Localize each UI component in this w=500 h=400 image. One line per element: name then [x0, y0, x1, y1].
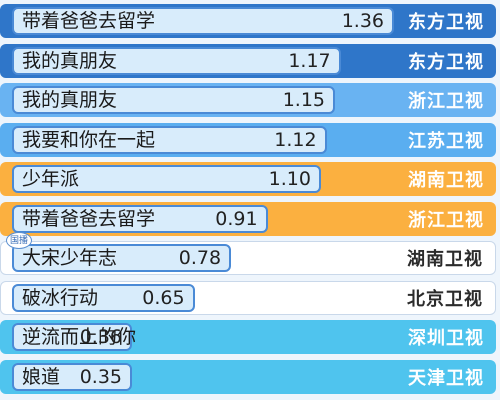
bar [12, 362, 132, 391]
value-label: 0.36 [79, 326, 122, 348]
category-label: 我的真朋友 [22, 89, 118, 111]
bar-row: 浙江卫视 带着爸爸去留学 0.91 [0, 201, 500, 236]
bar [12, 86, 335, 114]
bar-row: 江苏卫视 我要和你在一起 1.12 [0, 122, 500, 157]
bar-row: 湖南卫视 大宋少年志 0.78 [0, 241, 500, 275]
bar [12, 46, 341, 75]
category-label: 我要和你在一起 [22, 128, 156, 151]
bar [12, 165, 321, 193]
value-label: 0.35 [79, 365, 122, 388]
bar [12, 204, 268, 233]
category-label: 破冰行动 [22, 286, 99, 309]
value-label: 0.78 [178, 247, 222, 269]
value-label: 1.36 [341, 10, 384, 32]
premiere-badge: 国播 [6, 232, 32, 249]
bar [12, 323, 132, 351]
bar-row: 湖南卫视 少年派 1.10 [0, 162, 500, 196]
value-label: 0.91 [215, 207, 258, 230]
bar-row: 东方卫视 带着爸爸去留学 1.36 [0, 4, 500, 38]
value-label: 1.12 [274, 128, 317, 151]
value-label: 1.15 [282, 89, 325, 111]
category-label: 带着爸爸去留学 [22, 207, 156, 230]
category-label: 少年派 [22, 168, 80, 190]
value-label: 1.17 [288, 49, 331, 72]
category-label: 我的真朋友 [22, 49, 118, 72]
value-label: 1.10 [268, 168, 311, 190]
category-label: 带着爸爸去留学 [22, 10, 156, 32]
bar [12, 283, 195, 312]
category-label: 逆流而上的你 [22, 326, 137, 348]
bar-row: 北京卫视 破冰行动 0.65 [0, 280, 500, 315]
bar-row: 东方卫视 我的真朋友 1.17 [0, 43, 500, 78]
bar-row: 浙江卫视 我的真朋友 1.15 [0, 83, 500, 117]
bar-row: 天津卫视 娘道 0.35 [0, 359, 500, 394]
bar-row: 深圳卫视 逆流而上的你 0.36 [0, 320, 500, 354]
bar [12, 7, 394, 35]
value-label: 0.65 [142, 286, 185, 309]
category-label: 大宋少年志 [22, 247, 118, 269]
category-label: 娘道 [22, 365, 61, 388]
bar [12, 125, 327, 154]
bar [12, 244, 232, 272]
